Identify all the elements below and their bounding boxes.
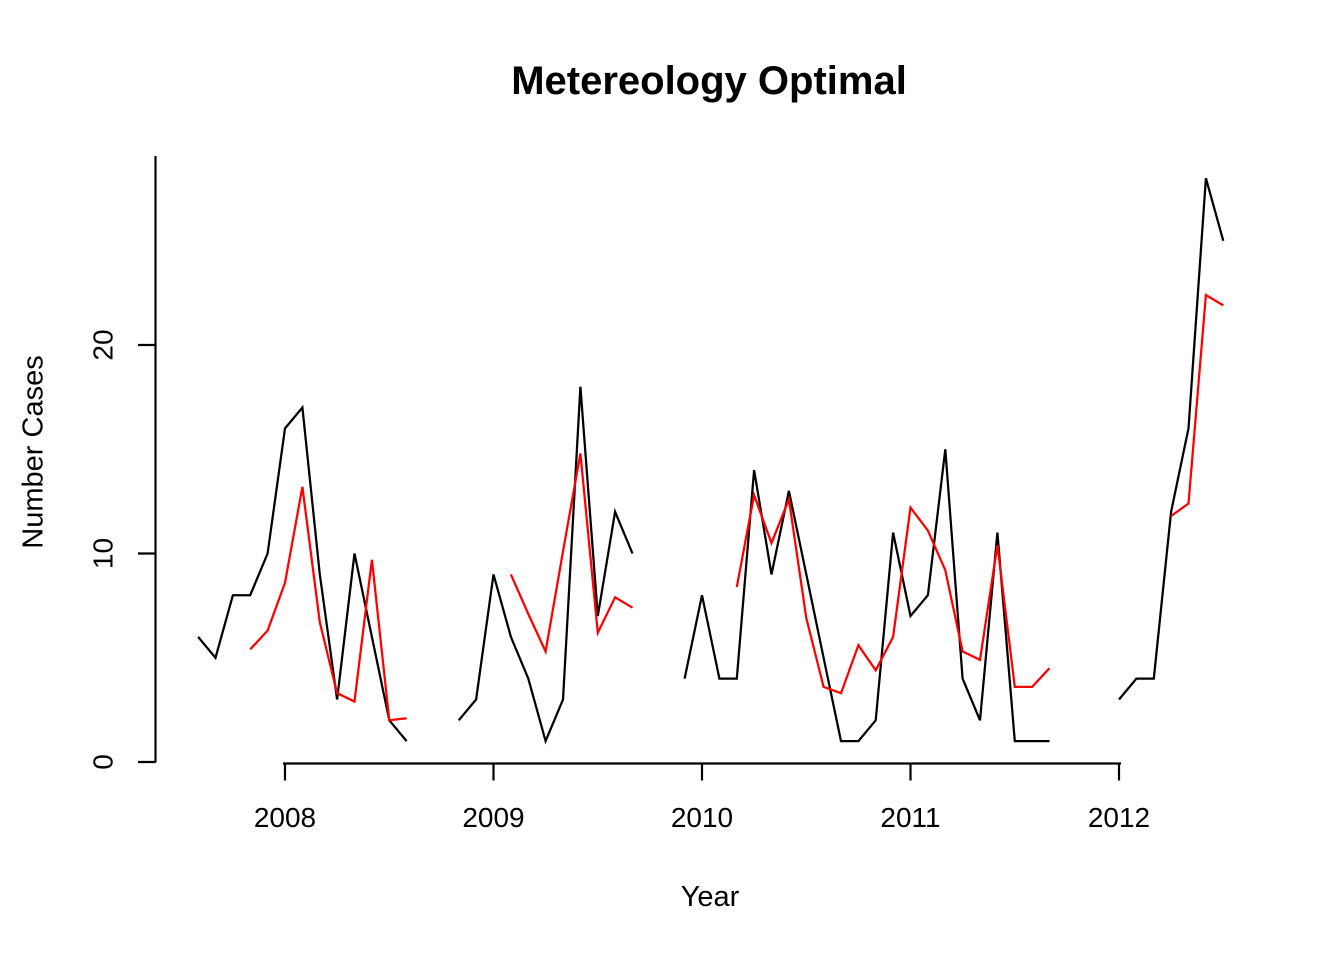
- x-tick-label: 2011: [880, 802, 940, 833]
- y-tick-label: 10: [87, 538, 118, 569]
- red-series-line: [735, 490, 1051, 695]
- y-tick-label: 0: [87, 754, 118, 770]
- y-tick-label: 20: [87, 329, 118, 360]
- x-tick-label: 2009: [462, 802, 524, 833]
- axes-layer: 2008 2009 2010 2011 2012 0 10 20: [87, 156, 1150, 833]
- black-series-line: [683, 449, 1050, 743]
- x-tick-label: 2012: [1088, 802, 1150, 833]
- black-series-line: [197, 404, 408, 742]
- x-axis-title: Year: [681, 881, 740, 913]
- red-series-line: [509, 453, 634, 656]
- series-layer: [197, 177, 1225, 745]
- red-series-line: [249, 486, 407, 722]
- black-series-line: [457, 386, 634, 745]
- red-series-line: [1170, 293, 1224, 517]
- x-tick-label: 2010: [671, 802, 733, 833]
- chart-title: Metereology Optimal: [511, 59, 907, 103]
- y-axis-title: Number Cases: [18, 355, 50, 548]
- black-series-line: [1118, 177, 1225, 701]
- x-tick-label: 2008: [254, 802, 316, 833]
